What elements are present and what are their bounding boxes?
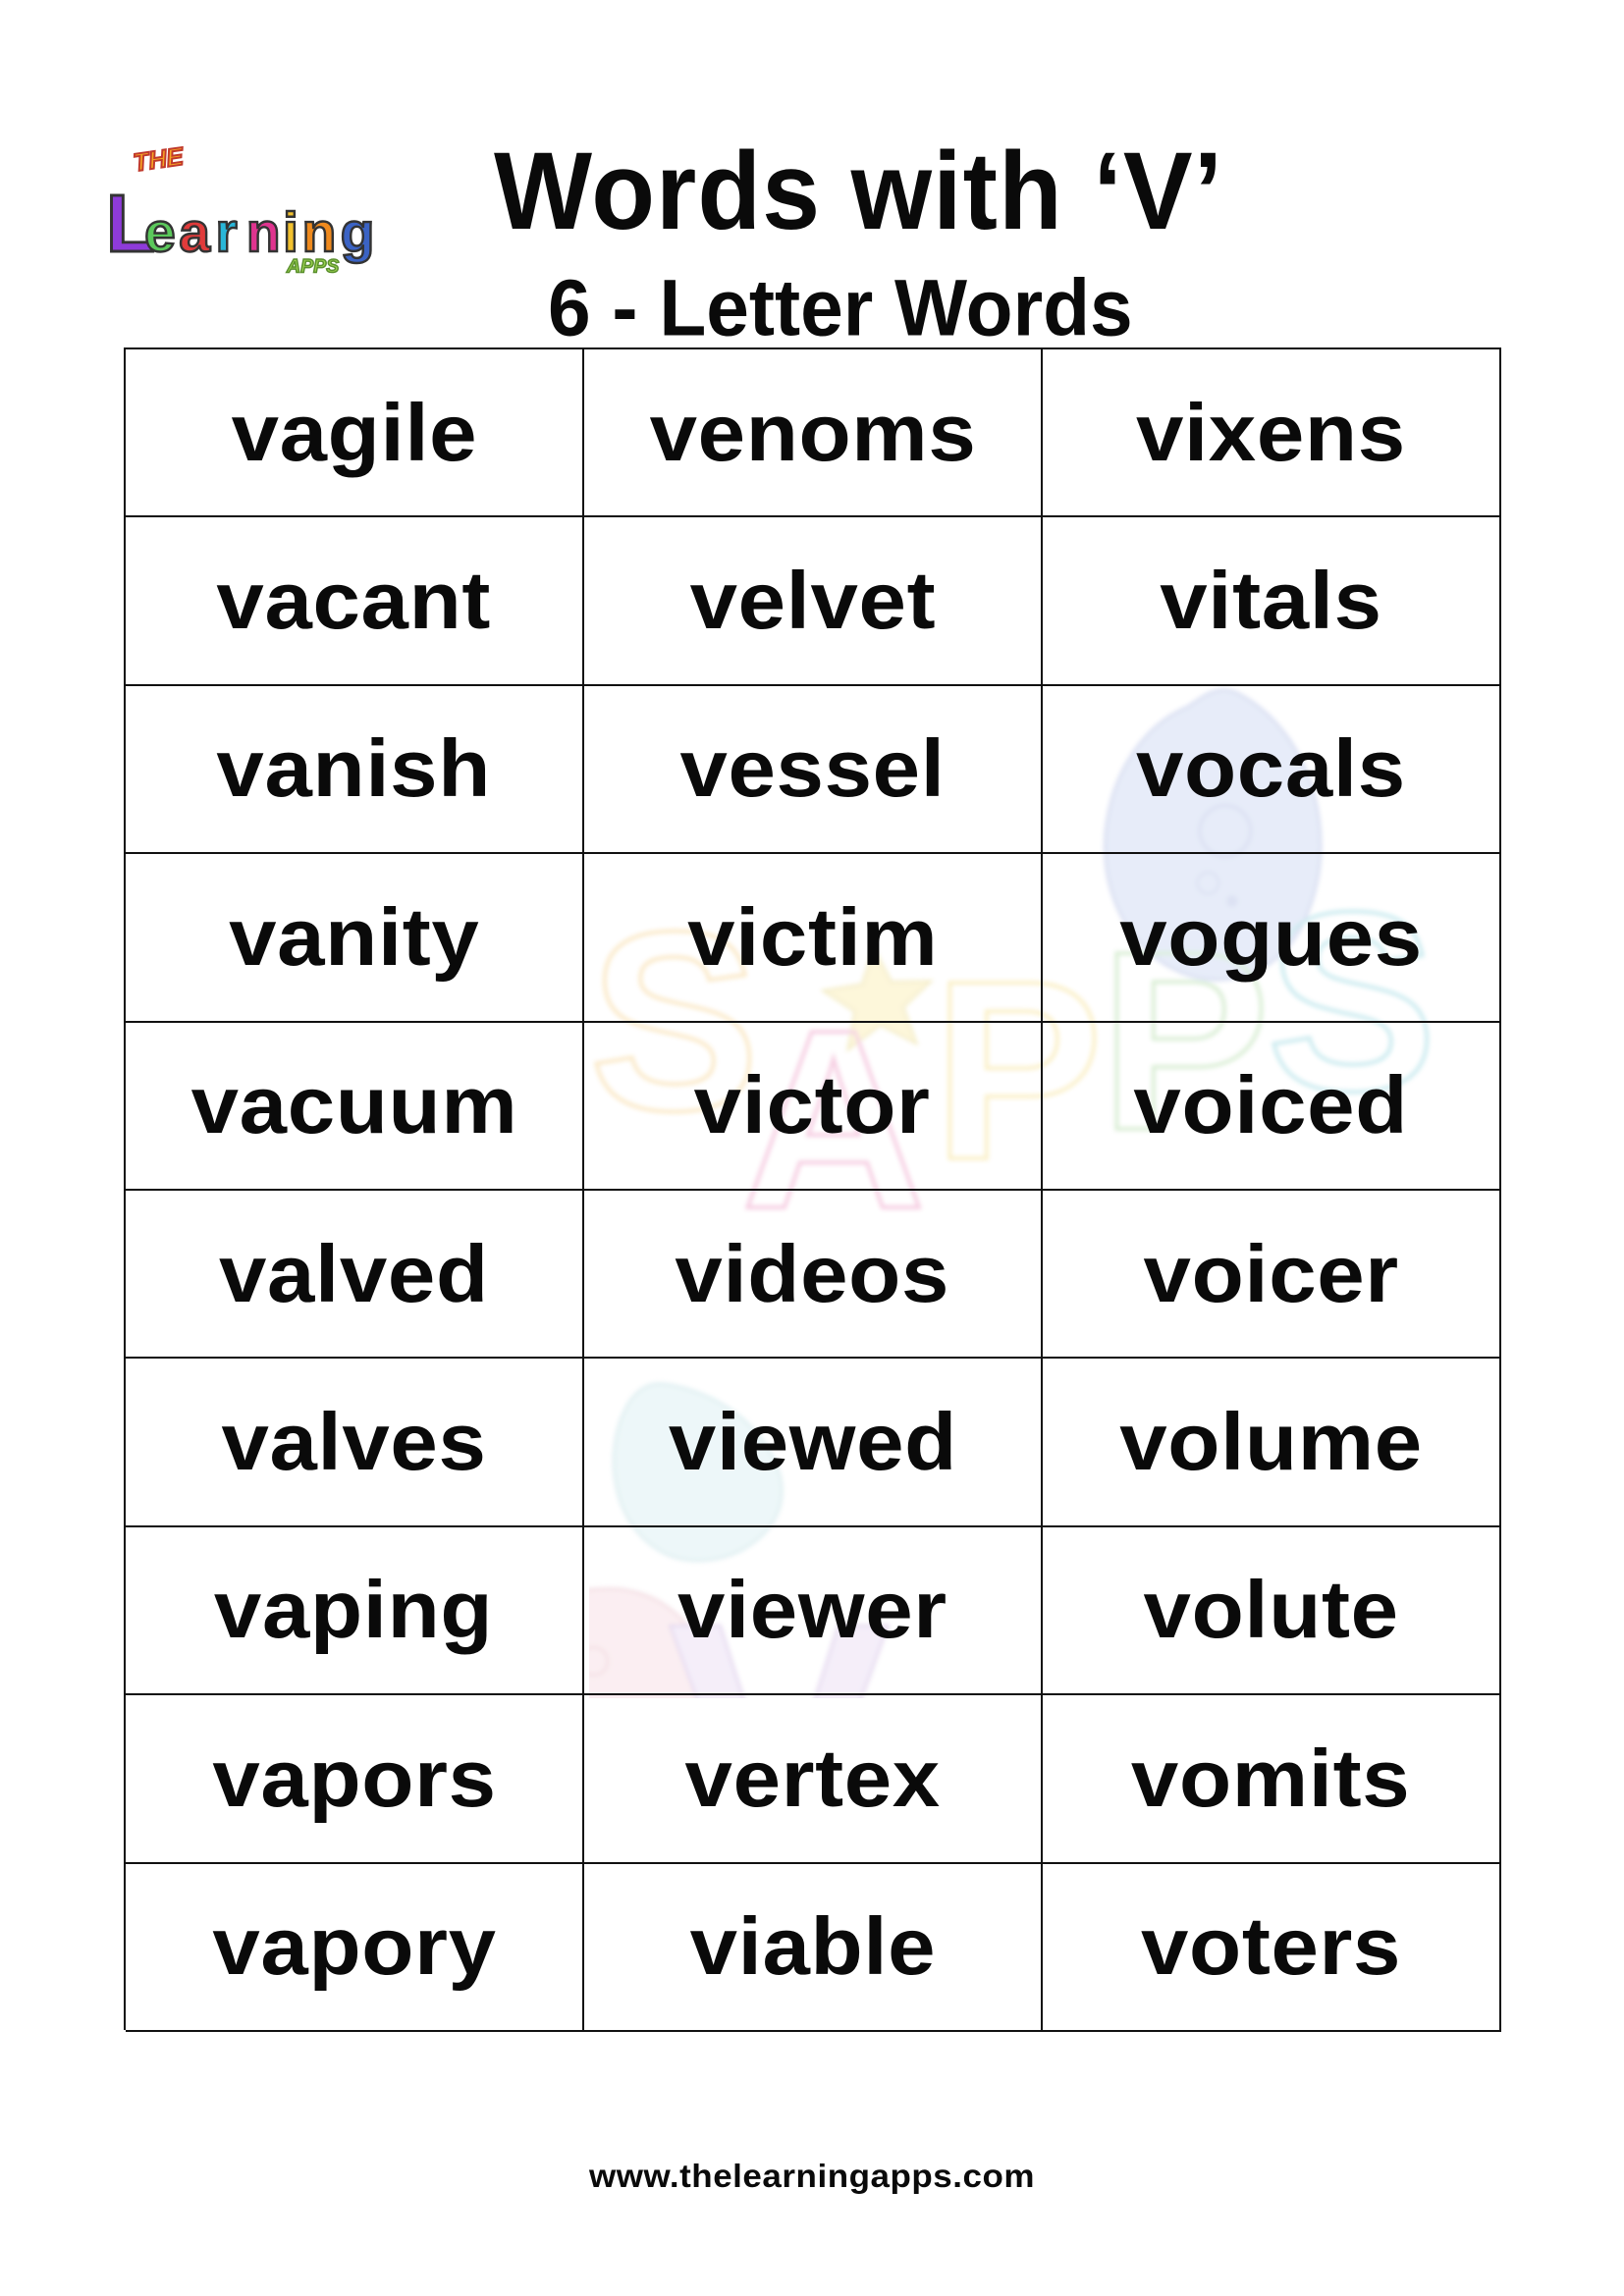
svg-text:e: e xyxy=(144,202,176,264)
svg-text:n: n xyxy=(246,202,281,264)
svg-text:THE: THE xyxy=(132,142,186,177)
svg-text:n: n xyxy=(302,202,337,264)
svg-text:APPS: APPS xyxy=(286,256,339,278)
svg-text:i: i xyxy=(283,202,298,264)
svg-text:r: r xyxy=(216,202,238,264)
svg-text:a: a xyxy=(179,202,210,264)
svg-text:g: g xyxy=(341,202,375,264)
